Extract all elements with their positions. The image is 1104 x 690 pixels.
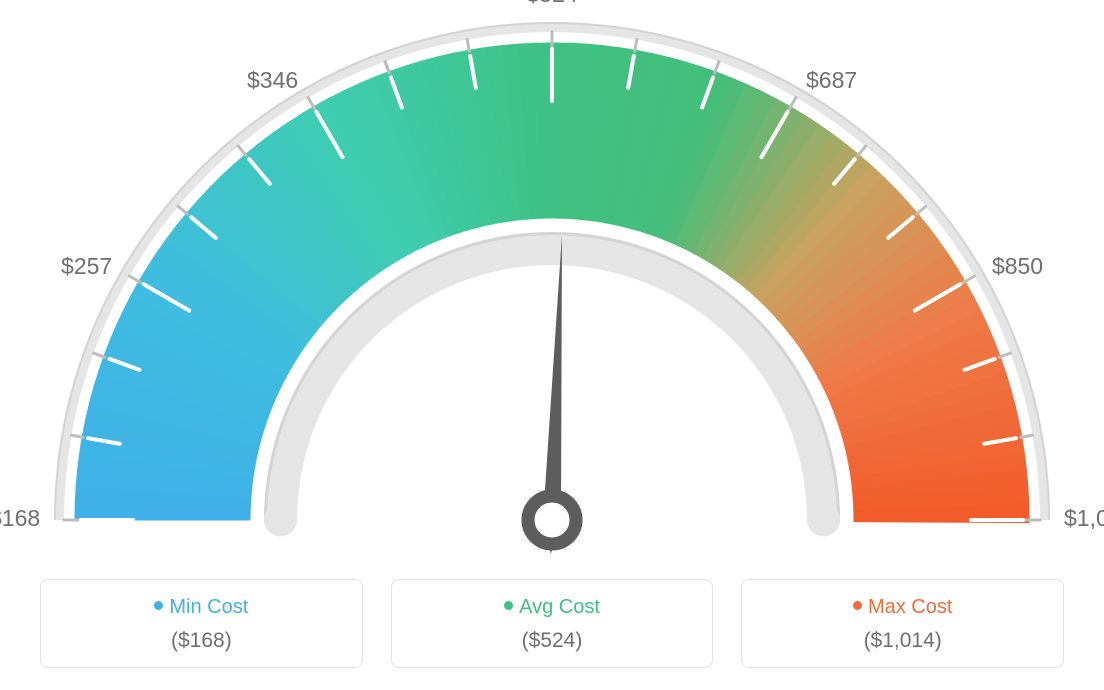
- gauge-tick-label: $687: [806, 67, 857, 94]
- gauge-tick-label: $1,014: [1064, 505, 1104, 532]
- legend-row: Min Cost ($168) Avg Cost ($524) Max Cost…: [40, 579, 1064, 668]
- dot-icon: [853, 601, 862, 610]
- legend-value-avg: ($524): [402, 629, 703, 653]
- legend-title-min-text: Min Cost: [169, 596, 248, 618]
- gauge-tick-label: $168: [0, 505, 40, 532]
- cost-gauge-container: $168 $257 $346 $524 $687 $850 $1,014 Min Cost …: [0, 0, 1104, 690]
- legend-title-max: Max Cost: [752, 596, 1053, 619]
- gauge-tick-label: $346: [247, 67, 298, 94]
- legend-title-avg: Avg Cost: [402, 596, 703, 619]
- legend-card-avg: Avg Cost ($524): [391, 579, 714, 668]
- legend-title-max-text: Max Cost: [868, 596, 952, 618]
- legend-value-min: ($168): [51, 629, 352, 653]
- legend-title-avg-text: Avg Cost: [519, 596, 600, 618]
- gauge-tick-label: $257: [61, 253, 112, 280]
- legend-title-min: Min Cost: [51, 596, 352, 619]
- gauge-tick-label: $850: [992, 253, 1043, 280]
- legend-card-max: Max Cost ($1,014): [741, 579, 1064, 668]
- gauge-tick-label: $524: [527, 0, 578, 8]
- dot-icon: [504, 601, 513, 610]
- gauge-chart: $168 $257 $346 $524 $687 $850 $1,014: [0, 0, 1104, 560]
- legend-card-min: Min Cost ($168): [40, 579, 363, 668]
- dot-icon: [154, 601, 163, 610]
- legend-value-max: ($1,014): [752, 629, 1053, 653]
